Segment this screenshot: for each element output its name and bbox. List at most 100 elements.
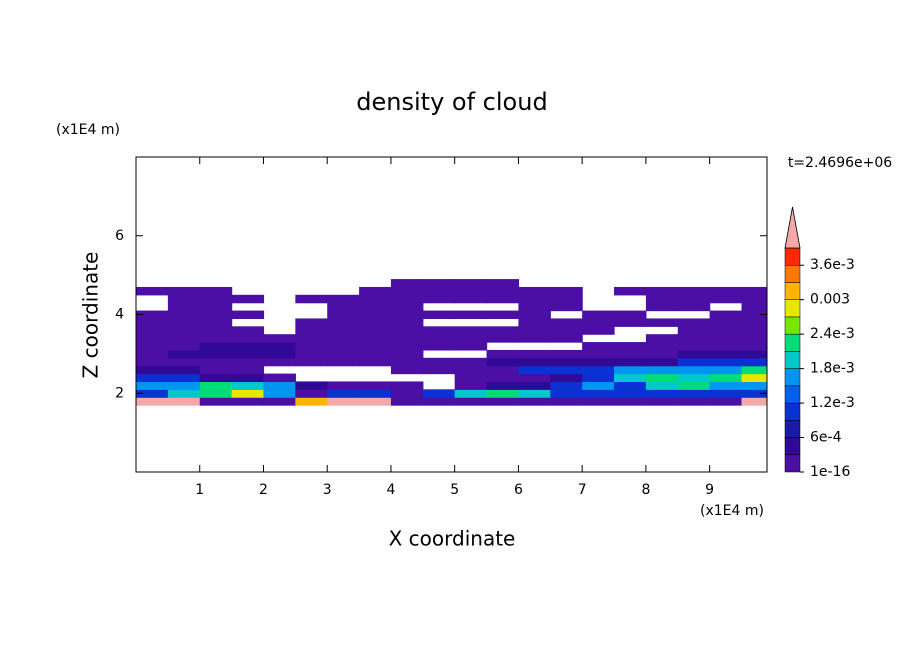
contour-cell <box>645 318 679 327</box>
contour-cell <box>199 357 233 367</box>
contour-cell <box>677 342 711 351</box>
contour-cell <box>741 397 767 406</box>
contour-cell <box>645 302 679 312</box>
contour-cell <box>454 373 488 383</box>
contour-cell <box>518 326 551 335</box>
contour-cell <box>231 381 265 390</box>
contour-cell <box>645 397 679 406</box>
x-tick-label: 4 <box>386 482 395 498</box>
contour-cell <box>390 318 424 327</box>
contour-cell <box>390 286 424 296</box>
contour-cell <box>486 373 520 383</box>
contour-cell <box>199 349 233 359</box>
contour-cell <box>422 294 456 304</box>
contour-cell <box>390 381 424 390</box>
contour-cell <box>582 342 615 351</box>
contour-cell <box>263 342 296 351</box>
contour-cell <box>422 397 456 406</box>
contour-cell <box>645 286 679 296</box>
contour-cell <box>677 318 711 327</box>
contour-cell <box>614 318 647 327</box>
contour-cell <box>231 357 265 367</box>
contour-cell <box>550 302 583 312</box>
contour-cell <box>199 389 233 398</box>
contour-cell <box>422 326 456 335</box>
contour-cell <box>486 326 520 335</box>
contour-cell <box>582 349 615 359</box>
contour-cell <box>263 381 296 390</box>
contour-cell <box>263 373 296 383</box>
contour-cell <box>645 342 679 351</box>
contour-cell <box>199 302 233 312</box>
contour-cell <box>677 334 711 343</box>
contour-cell <box>677 286 711 296</box>
contour-cell <box>295 342 328 351</box>
colorbar-tick-label: 1.2e-3 <box>810 395 855 411</box>
contour-cell <box>454 286 488 296</box>
contour-cell <box>359 302 392 312</box>
contour-cell <box>359 334 392 343</box>
contour-cell <box>136 334 169 343</box>
x-tick-label: 7 <box>578 482 587 498</box>
contour-cell <box>295 318 328 327</box>
contour-cell <box>136 286 169 296</box>
contour-cell <box>614 310 647 320</box>
contour-cell <box>167 349 201 359</box>
contour-cell <box>327 302 360 312</box>
contour-cell <box>136 365 169 375</box>
contour-cell <box>359 286 392 296</box>
contour-cell <box>518 318 551 327</box>
contour-cell <box>614 357 647 367</box>
contour-cell <box>136 373 169 383</box>
contour-cell <box>741 302 767 312</box>
contour-cell <box>359 342 392 351</box>
contour-cell <box>582 389 615 398</box>
contour-cell <box>741 286 767 296</box>
contour-cell <box>136 342 169 351</box>
contour-cell <box>390 349 424 359</box>
y-tick-label: 6 <box>115 228 124 244</box>
contour-cell <box>136 397 169 406</box>
contour-cell <box>295 389 328 398</box>
contour-cell <box>645 349 679 359</box>
annotation: t=2.4696e+06 <box>788 155 892 171</box>
contour-cell <box>263 357 296 367</box>
contour-cell <box>422 279 456 288</box>
contour-cell <box>231 349 265 359</box>
contour-cell <box>199 310 233 320</box>
contour-cell <box>359 397 392 406</box>
contour-cell <box>454 389 488 398</box>
contour-cell <box>518 334 551 343</box>
contour-cell <box>709 318 743 327</box>
contour-cell <box>167 302 201 312</box>
contour-cell <box>454 342 488 351</box>
contour-cell <box>167 381 201 390</box>
contour-cell <box>582 373 615 383</box>
contour-cell <box>486 381 520 390</box>
contour-cell <box>614 286 647 296</box>
contour-cell <box>422 334 456 343</box>
contour-cell <box>167 334 201 343</box>
contour-cell <box>677 389 711 398</box>
contour-cell <box>422 342 456 351</box>
contour-cell <box>167 365 201 375</box>
contour-cell <box>645 381 679 390</box>
contour-cell <box>295 349 328 359</box>
contour-cell <box>741 365 767 375</box>
contour-cell <box>231 334 265 343</box>
contour-cell <box>231 342 265 351</box>
contour-cell <box>486 310 520 320</box>
contour-cell <box>422 310 456 320</box>
contour-cell <box>199 397 233 406</box>
contour-cell <box>741 326 767 335</box>
contour-cell <box>167 397 201 406</box>
contour-cell <box>709 365 743 375</box>
colorbar-band <box>784 316 801 335</box>
x-tick-label: 5 <box>450 482 459 498</box>
contour-cell <box>614 342 647 351</box>
x-tick-label: 8 <box>641 482 650 498</box>
colorbar-band <box>784 437 801 456</box>
contour-cell <box>422 286 456 296</box>
contour-cell <box>327 357 360 367</box>
